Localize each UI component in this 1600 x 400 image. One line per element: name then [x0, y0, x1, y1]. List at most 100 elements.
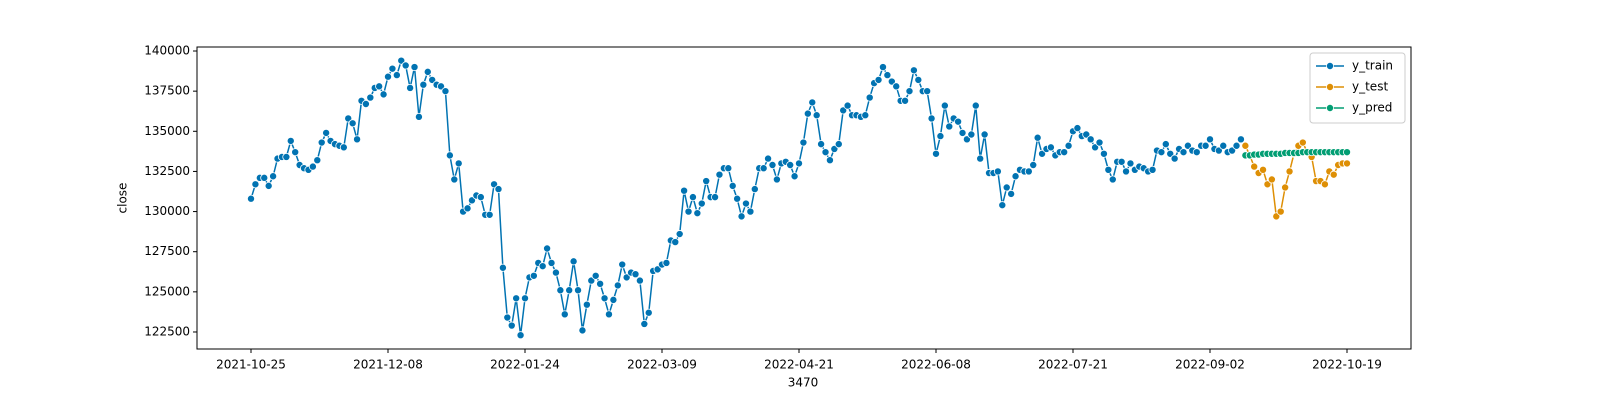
data-point — [348, 119, 357, 128]
data-point — [905, 87, 914, 96]
data-point — [1126, 159, 1135, 168]
data-point — [803, 109, 812, 118]
data-point — [993, 167, 1002, 176]
data-point — [1148, 165, 1157, 174]
data-point — [1117, 157, 1126, 166]
data-point — [604, 310, 613, 319]
data-point — [671, 238, 680, 247]
data-point — [936, 132, 945, 141]
data-point — [596, 279, 605, 288]
data-point — [450, 175, 459, 184]
data-point — [923, 87, 932, 96]
data-point — [551, 268, 560, 277]
data-point — [1281, 183, 1290, 192]
x-tick-label: 2022-07-21 — [1038, 358, 1108, 372]
data-point — [441, 87, 450, 96]
data-point — [1029, 161, 1038, 170]
data-point — [618, 260, 627, 269]
data-point — [724, 164, 733, 173]
data-point — [1073, 124, 1082, 133]
data-point — [932, 149, 941, 158]
data-point — [927, 114, 936, 123]
data-point — [945, 122, 954, 131]
data-point — [485, 210, 494, 219]
data-point — [715, 170, 724, 179]
y-tick-label: 132500 — [144, 164, 190, 178]
data-point — [578, 326, 587, 335]
data-point — [388, 64, 397, 73]
data-point — [702, 177, 711, 186]
x-tick-label: 2022-10-19 — [1312, 358, 1382, 372]
data-point — [322, 128, 331, 137]
x-tick-label: 2021-12-08 — [353, 358, 423, 372]
data-point — [260, 173, 269, 182]
legend-label: y_train — [1352, 59, 1393, 73]
data-point — [379, 90, 388, 99]
data-point — [503, 313, 512, 322]
data-point — [512, 294, 521, 303]
data-point — [582, 300, 591, 309]
data-point — [675, 230, 684, 239]
x-tick-label: 2022-09-02 — [1175, 358, 1245, 372]
legend-marker — [1326, 83, 1335, 92]
data-point — [954, 117, 963, 126]
data-point — [790, 172, 799, 181]
data-point — [560, 310, 569, 319]
x-axis-label: 3470 — [788, 376, 819, 390]
data-point — [476, 193, 485, 202]
y-axis-label: close — [116, 183, 130, 214]
data-point — [1343, 148, 1352, 157]
data-point — [834, 140, 843, 149]
data-point — [1002, 183, 1011, 192]
data-point — [414, 112, 423, 121]
data-point — [1060, 148, 1069, 157]
data-point — [1179, 148, 1188, 157]
data-point — [392, 71, 401, 80]
data-point — [609, 295, 618, 304]
x-tick-label: 2022-04-21 — [764, 358, 834, 372]
data-point — [521, 294, 530, 303]
data-point — [883, 71, 892, 80]
y-tick-label: 127500 — [144, 244, 190, 258]
data-point — [1095, 138, 1104, 147]
data-point — [1267, 175, 1276, 184]
data-point — [892, 82, 901, 91]
data-point — [1236, 135, 1245, 144]
data-point — [741, 199, 750, 208]
data-point — [308, 162, 317, 171]
data-point — [808, 98, 817, 107]
data-point — [825, 156, 834, 165]
data-point — [543, 244, 552, 253]
data-point — [874, 75, 883, 84]
data-point — [313, 156, 322, 165]
data-point — [635, 276, 644, 285]
data-point — [958, 128, 967, 137]
data-point — [971, 101, 980, 110]
data-point — [865, 93, 874, 102]
data-point — [291, 148, 300, 157]
data-point — [914, 75, 923, 84]
data-point — [728, 181, 737, 190]
data-point — [1276, 207, 1285, 216]
data-point — [423, 67, 432, 76]
data-point — [1033, 133, 1042, 142]
data-point — [821, 148, 830, 157]
legend-label: y_pred — [1352, 101, 1392, 115]
data-point — [733, 194, 742, 203]
data-point — [264, 181, 273, 190]
data-point — [375, 82, 384, 91]
data-point — [998, 201, 1007, 210]
data-point — [640, 319, 649, 328]
data-point — [1064, 141, 1073, 150]
data-point — [574, 286, 583, 295]
data-point — [269, 172, 278, 181]
data-point — [547, 258, 556, 267]
data-point — [737, 212, 746, 221]
data-point — [1007, 189, 1016, 198]
data-point — [750, 185, 759, 194]
data-point — [799, 138, 808, 147]
data-point — [1170, 154, 1179, 163]
data-point — [812, 111, 821, 120]
data-point — [419, 80, 428, 89]
